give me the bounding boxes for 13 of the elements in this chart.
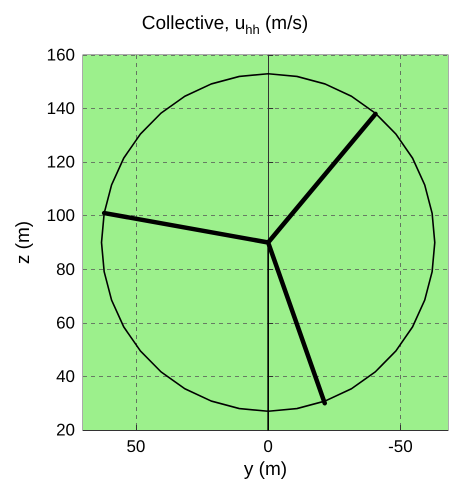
y-tick-label: 40	[56, 366, 75, 386]
x-tick-label: -50	[388, 437, 413, 456]
x-tick-label: 50	[126, 437, 146, 456]
y-tick-label: 140	[46, 99, 75, 118]
y-axis-title: z (m)	[13, 220, 34, 264]
x-axis-title: y (m)	[244, 459, 288, 480]
y-tick-label: 120	[46, 152, 75, 172]
y-tick-label: 100	[46, 206, 75, 226]
y-tick-label: 60	[56, 313, 75, 332]
y-tick-label: 80	[56, 260, 75, 279]
x-tick-label: 0	[263, 437, 273, 456]
y-tick-label: 20	[56, 420, 75, 440]
y-tick-label: 160	[46, 46, 75, 64]
